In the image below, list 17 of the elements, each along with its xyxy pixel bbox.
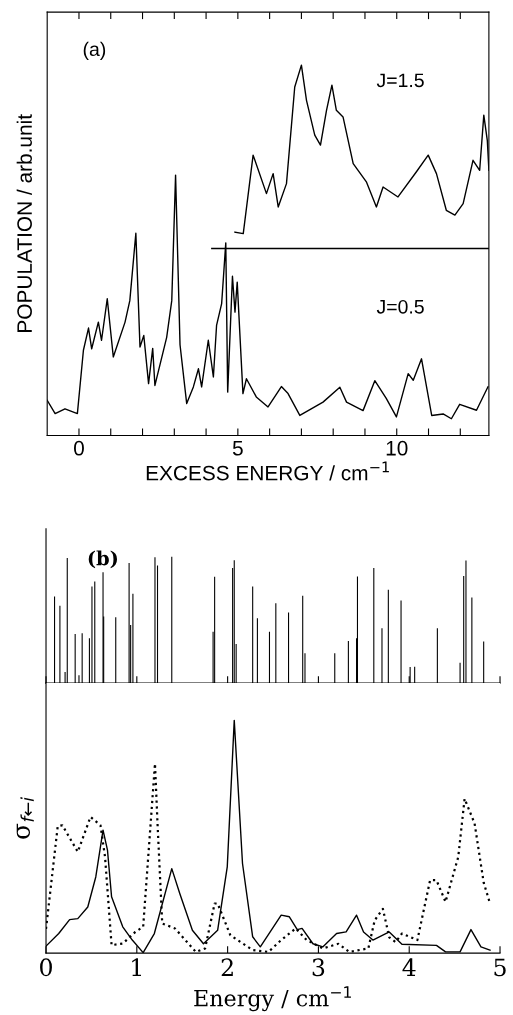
x-tick-label: 0 — [40, 958, 52, 977]
x-tick-label: 5 — [232, 441, 243, 456]
x-tick-label: 4 — [402, 958, 416, 976]
x-tick-label: 0 — [73, 440, 84, 456]
text: (a) — [83, 41, 106, 60]
x-tick-label: 3 — [312, 958, 325, 977]
annotation: (b) — [88, 550, 118, 569]
text: J=1.5 — [376, 73, 424, 88]
x-tick-label: 10 — [386, 440, 408, 456]
y-axis-title: σ$_{f←i}$ — [16, 797, 34, 839]
x-tick-label: 1 — [132, 958, 141, 976]
y-axis-title: POPULATION / arb.unit — [16, 114, 32, 332]
x-tick-label: 5 — [494, 958, 506, 977]
x-axis-title: Energy / cm$^{−1}$ — [194, 986, 351, 1012]
text: J=0.5 — [376, 299, 424, 314]
x-tick-label: 2 — [221, 958, 233, 976]
x-axis-title: EXCESS ENERGY / cm$^{−1}$ — [146, 461, 389, 481]
